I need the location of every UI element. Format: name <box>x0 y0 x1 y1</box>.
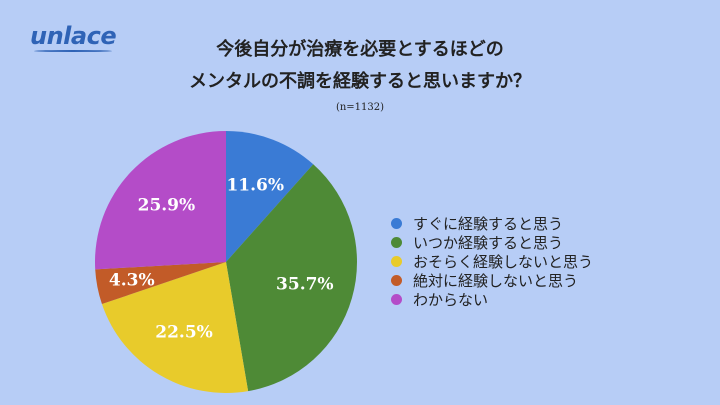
pie-slice-2 <box>226 164 357 392</box>
pie-slice-label-2: 35.7% <box>276 275 334 295</box>
legend-item-2: いつか経験すると思う <box>391 233 593 252</box>
pie-slice-5 <box>95 131 226 270</box>
pie-slice-label-4: 4.3% <box>109 270 155 290</box>
legend: すぐに経験すると思う いつか経験すると思う おそらく経験しないと思う 絶対に経験しない… <box>391 214 593 309</box>
pie-slice-label-5: 25.9% <box>138 196 196 216</box>
legend-swatch-5 <box>391 294 402 305</box>
brand-logo: unlace <box>30 22 117 50</box>
sample-size-note: (n=1132) <box>335 102 385 113</box>
legend-item-1: すぐに経験すると思う <box>391 214 593 233</box>
legend-swatch-3 <box>391 256 402 267</box>
chart-title: 今後自分が治療を必要とするほどの メンタルの不調を経験すると思いますか？ <box>0 34 720 98</box>
legend-swatch-1 <box>391 218 402 229</box>
pie-slice-1 <box>226 131 314 262</box>
pie-slice-label-3: 22.5% <box>155 322 213 342</box>
legend-item-4: 絶対に経験しないと思う <box>391 271 593 290</box>
brand-logo-underline <box>34 50 112 52</box>
legend-label-5: わからない <box>413 291 489 309</box>
chart-title-line-1: 今後自分が治療を必要とするほどの <box>216 39 504 60</box>
pie-slice-4 <box>95 262 226 305</box>
pie-slice-label-1: 11.6% <box>226 175 284 195</box>
legend-item-5: わからない <box>391 290 593 309</box>
chart-title-line-2: メンタルの不調を経験すると思いますか？ <box>189 71 531 92</box>
legend-swatch-4 <box>391 275 402 286</box>
legend-label-2: いつか経験すると思う <box>413 234 564 252</box>
legend-label-1: すぐに経験すると思う <box>413 215 564 233</box>
legend-item-3: おそらく経験しないと思う <box>391 252 593 271</box>
legend-label-3: おそらく経験しないと思う <box>413 253 594 271</box>
legend-label-4: 絶対に経験しないと思う <box>413 272 579 290</box>
pie-slice-3 <box>101 262 249 393</box>
legend-swatch-2 <box>391 237 402 248</box>
